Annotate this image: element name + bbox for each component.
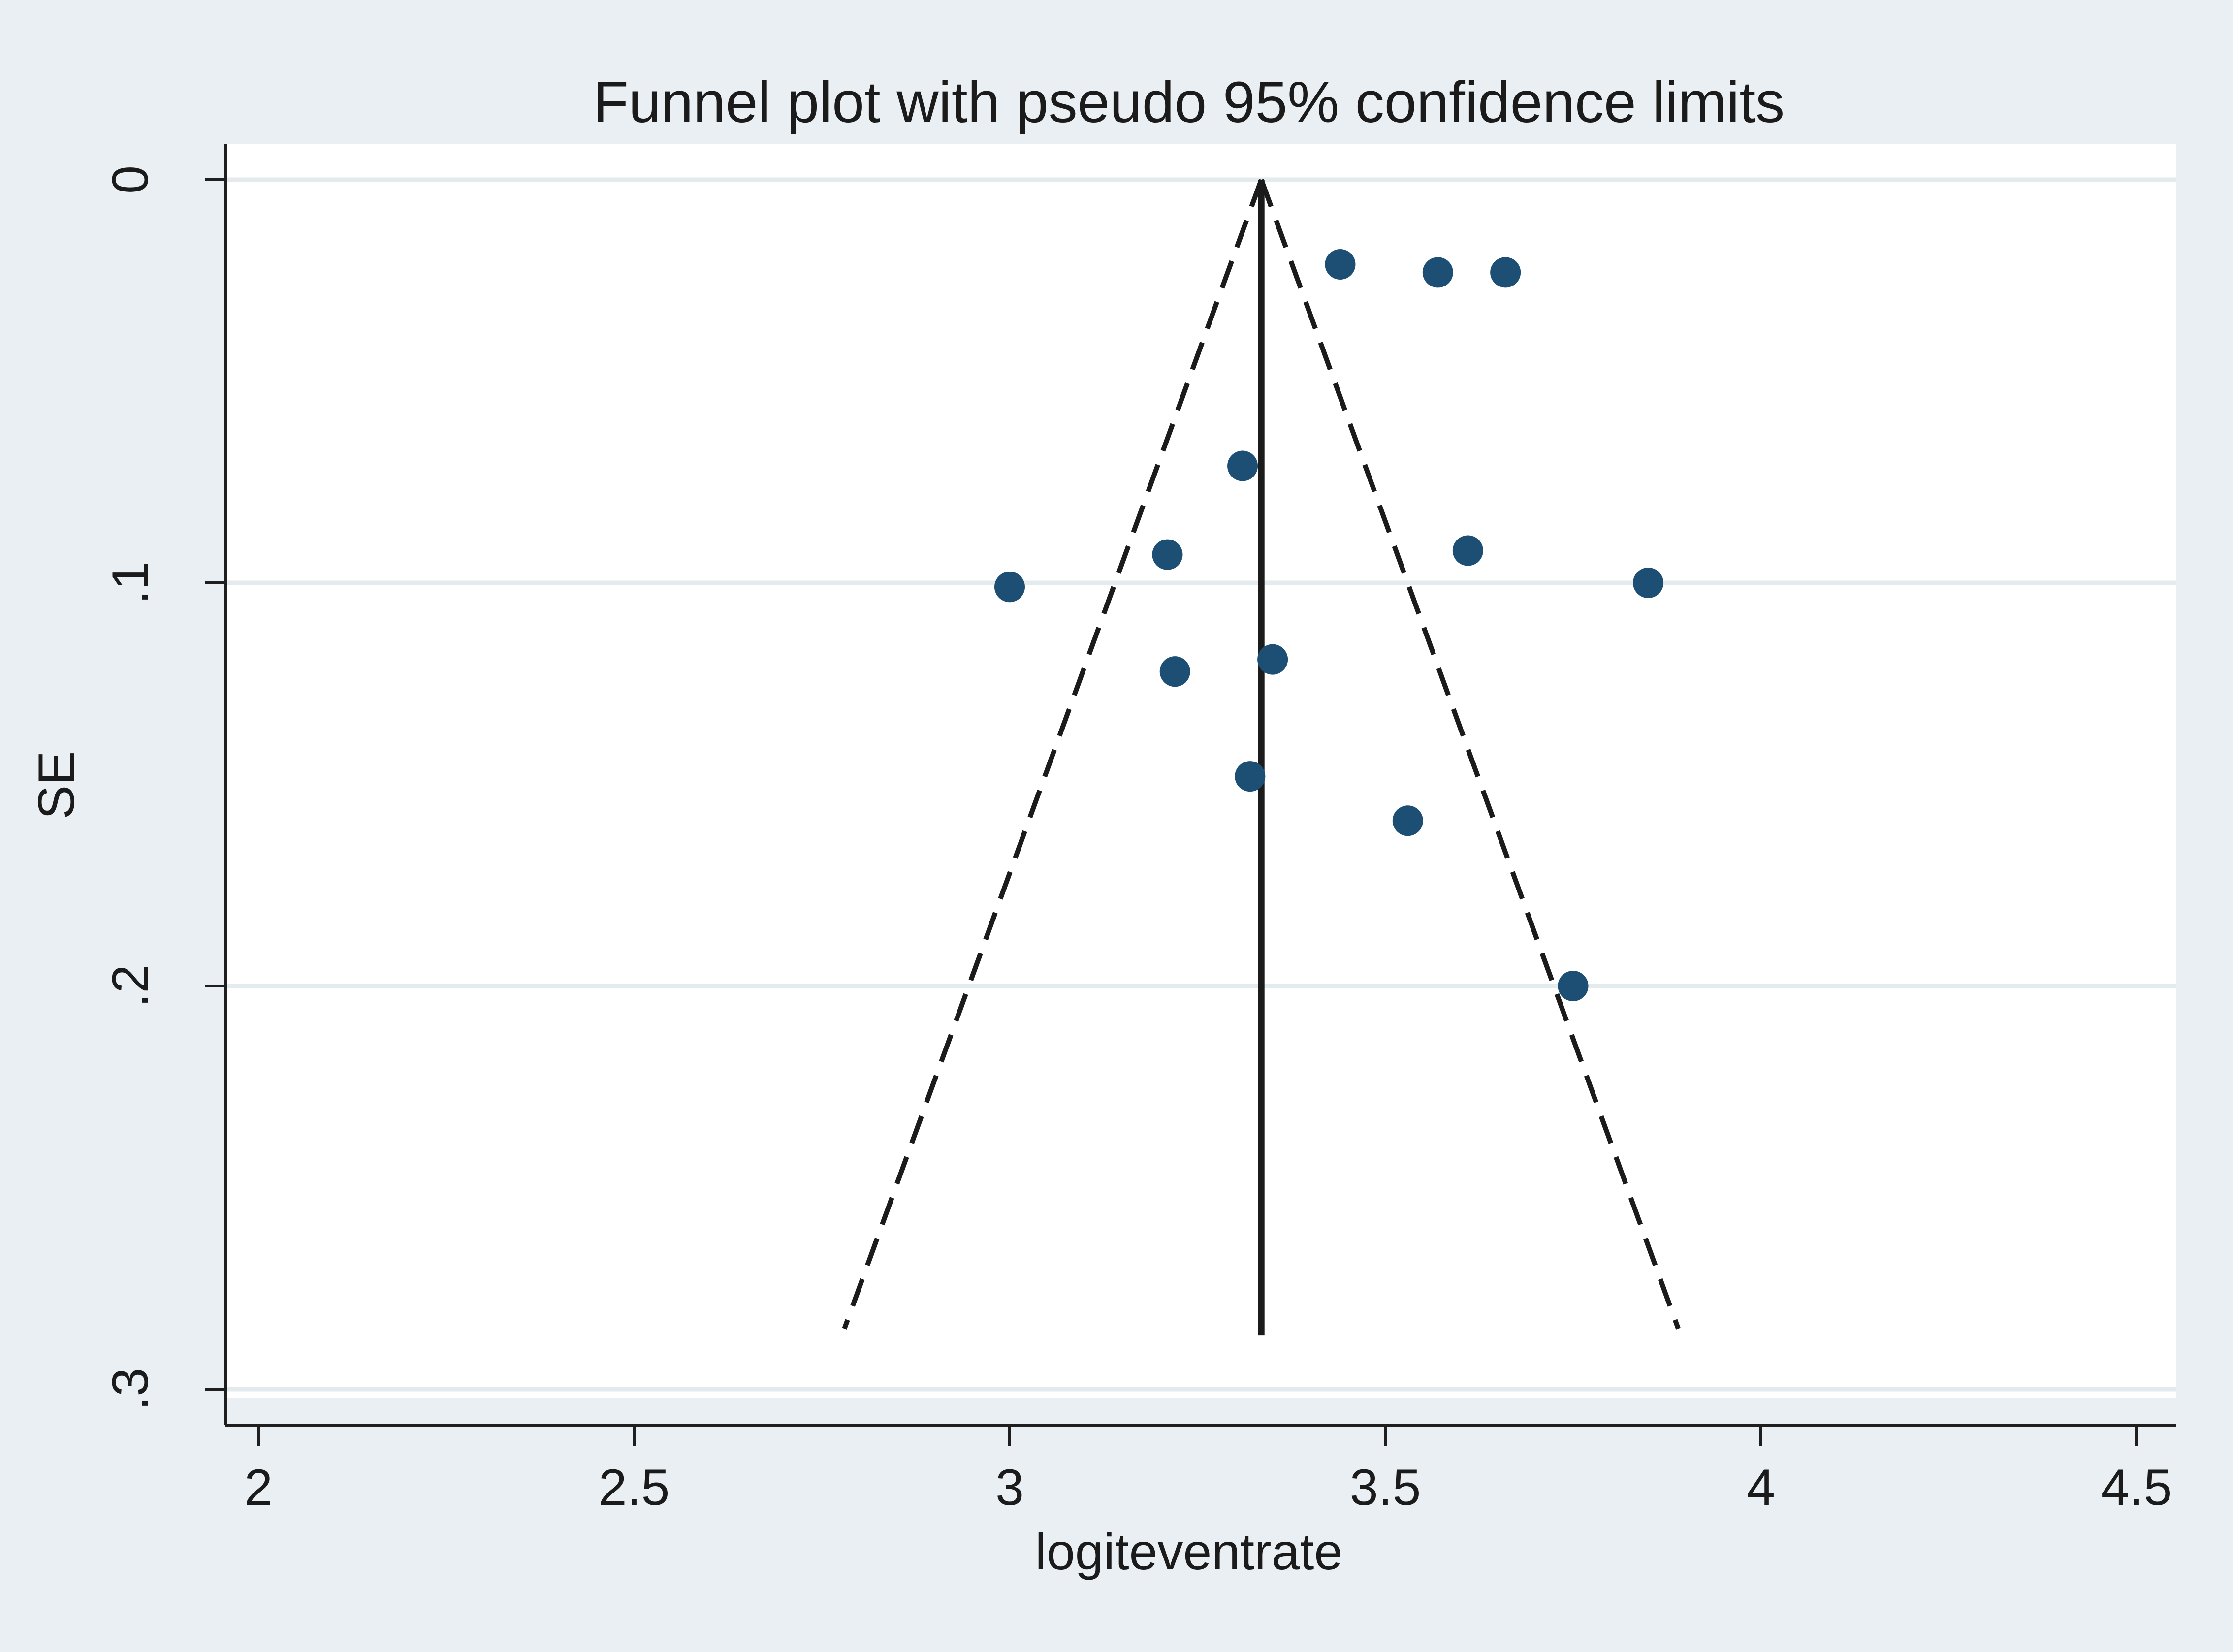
data-point-8 [1159,656,1190,687]
x-tick-label-4: 4 [1747,1459,1775,1516]
data-point-2 [1490,257,1521,288]
chart-title: Funnel plot with pseudo 95% confidence l… [593,70,1785,135]
data-point-11 [1392,805,1423,836]
y-tick-label-3: .3 [102,1368,159,1411]
plot-area [225,144,2176,1398]
x-tick-label-3: 3.5 [1350,1459,1421,1516]
data-point-1 [1422,257,1453,288]
data-point-4 [1152,539,1183,570]
grid-lines [227,177,2176,1392]
data-point-0 [1325,249,1356,280]
x-tick-label-2: 3 [995,1459,1024,1516]
data-point-10 [1235,761,1266,792]
data-points [994,249,1664,1001]
x-tick-label-0: 2 [244,1459,273,1516]
confidence-limits [842,179,1681,1336]
data-point-6 [994,572,1025,603]
axes: 2 2.5 3 3.5 4 4.5 0 .1 .2 .3 [102,144,2176,1516]
chart-text: Funnel plot with pseudo 95% confidence l… [28,70,1785,1581]
data-point-7 [1633,568,1664,598]
ci-upper-limit-line [1259,179,1681,1330]
x-tick-label-1: 2.5 [599,1459,670,1516]
data-point-5 [1452,535,1483,566]
data-point-3 [1227,450,1258,481]
x-tick-label-5: 4.5 [2101,1459,2172,1516]
x-axis-label: logiteventrate [1035,1524,1342,1581]
data-point-12 [1558,971,1589,1001]
y-tick-label-1: .1 [102,562,159,604]
y-tick-label-2: .2 [102,965,159,1008]
y-tick-label-0: 0 [102,165,159,194]
y-axis-label: SE [28,751,85,820]
data-point-9 [1257,644,1288,675]
ci-lower-limit-line [842,179,1264,1330]
